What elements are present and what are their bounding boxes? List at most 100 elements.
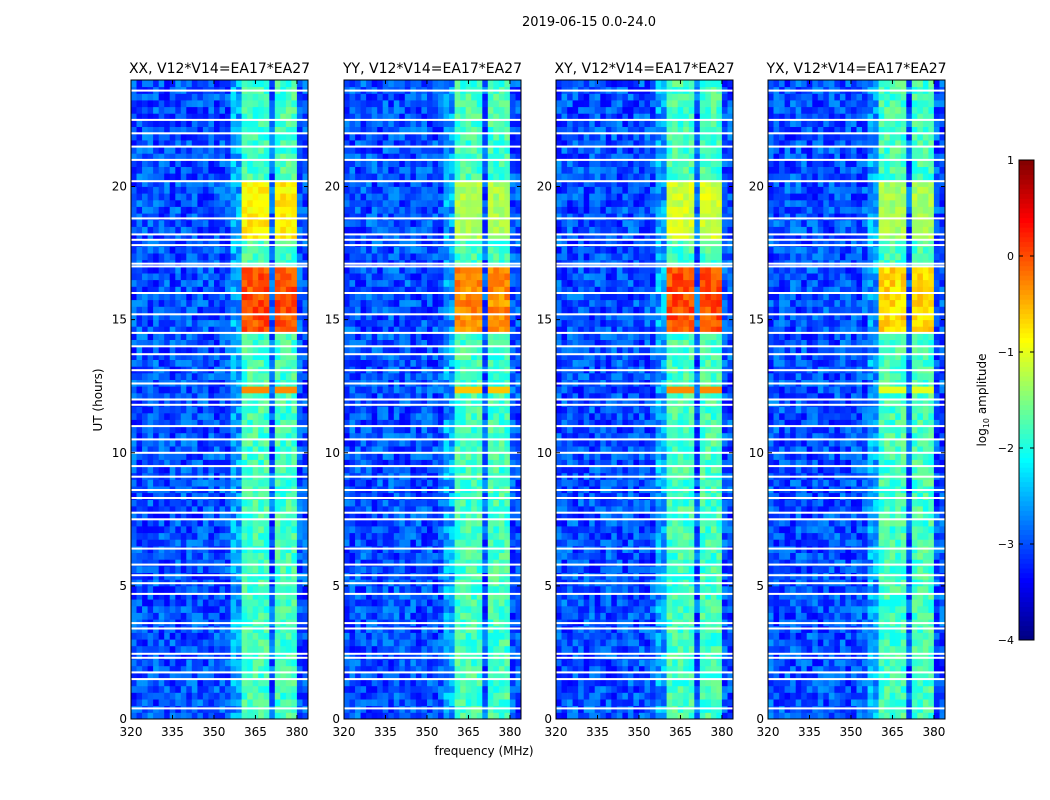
heatmap-cell [225, 426, 231, 434]
heatmap-cell [258, 406, 265, 414]
heatmap-cell [186, 492, 193, 500]
heatmap-cell [355, 432, 361, 440]
heatmap-cell [252, 432, 259, 440]
heatmap-cell [399, 526, 406, 534]
heatmap-cell [230, 93, 237, 101]
heatmap-cell [236, 412, 242, 420]
heatmap-cell [219, 652, 226, 660]
heatmap-cell [515, 399, 522, 407]
heatmap-cell [258, 326, 265, 334]
heatmap-cell [258, 479, 265, 487]
heatmap-cell [515, 559, 522, 567]
heatmap-cell [274, 246, 281, 254]
heatmap-cell [247, 552, 254, 560]
heatmap-cell [269, 226, 276, 234]
flagged-row [131, 622, 308, 625]
heatmap-cell [263, 432, 270, 440]
heatmap-cell [197, 279, 204, 287]
heatmap-cell [421, 386, 428, 394]
heatmap-cell [164, 605, 171, 613]
heatmap-cell [487, 439, 494, 447]
heatmap-cell [415, 439, 422, 447]
heatmap-cell [186, 226, 193, 234]
heatmap-cell [191, 386, 198, 394]
heatmap-cell [247, 519, 254, 527]
heatmap-cell [269, 679, 276, 687]
heatmap-cell [136, 552, 143, 560]
heatmap-cell [191, 166, 198, 174]
heatmap-cell [197, 552, 204, 560]
heatmap-cell [493, 452, 500, 460]
heatmap-cell [252, 412, 259, 420]
heatmap-cell [158, 206, 165, 214]
heatmap-cell [252, 193, 259, 201]
heatmap-cell [415, 659, 422, 667]
heatmap-cell [371, 412, 378, 420]
heatmap-cell [214, 233, 220, 241]
heatmap-cell [236, 632, 242, 640]
heatmap-cell [153, 492, 159, 500]
heatmap-cell [302, 286, 309, 294]
heatmap-cell [191, 479, 198, 487]
heatmap-cell [274, 559, 281, 567]
heatmap-cell [252, 605, 259, 613]
heatmap-cell [399, 466, 406, 474]
heatmap-cell [476, 359, 483, 367]
heatmap-cell [136, 119, 143, 127]
heatmap-cell [202, 313, 209, 321]
heatmap-cell [225, 665, 231, 673]
heatmap-cell [269, 712, 276, 720]
heatmap-cell [197, 466, 204, 474]
heatmap-cell [355, 672, 361, 680]
heatmap-cell [404, 659, 411, 667]
heatmap-cell [197, 153, 204, 161]
heatmap-cell [349, 599, 356, 607]
heatmap-cell [482, 506, 489, 514]
heatmap-cell [487, 652, 494, 660]
heatmap-cell [197, 639, 204, 647]
heatmap-cell [158, 399, 165, 407]
heatmap-cell [136, 565, 143, 573]
heatmap-cell [202, 452, 209, 460]
heatmap-cell [471, 552, 478, 560]
heatmap-cell [191, 492, 198, 500]
heatmap-cell [471, 446, 478, 454]
heatmap-cell [153, 699, 159, 707]
heatmap-cell [164, 266, 171, 274]
heatmap-cell [515, 665, 522, 673]
heatmap-cell [421, 339, 428, 347]
heatmap-cell [443, 605, 450, 613]
heatmap-cell [225, 652, 231, 660]
heatmap-cell [208, 685, 215, 693]
heatmap-cell [186, 432, 193, 440]
heatmap-cell [274, 526, 281, 534]
heatmap-cell [493, 406, 500, 414]
heatmap-cell [382, 439, 389, 447]
heatmap-cell [247, 80, 254, 88]
heatmap-cell [214, 406, 220, 414]
heatmap-cell [252, 639, 259, 647]
heatmap-cell [208, 699, 215, 707]
heatmap-cell [493, 399, 500, 407]
heatmap-cell [366, 412, 372, 420]
heatmap-cell [208, 479, 215, 487]
heatmap-cell [180, 193, 187, 201]
heatmap-cell [186, 159, 193, 167]
heatmap-cell [415, 679, 422, 687]
heatmap-cell [280, 173, 287, 181]
heatmap-cell [158, 512, 165, 520]
heatmap-cell [258, 426, 265, 434]
heatmap-cell [296, 273, 303, 281]
heatmap-cell [443, 699, 450, 707]
heatmap-cell [285, 159, 292, 167]
heatmap-cell [285, 266, 292, 274]
heatmap-cell [274, 346, 281, 354]
heatmap-cell [274, 126, 281, 134]
heatmap-cell [410, 386, 417, 394]
heatmap-cell [191, 712, 198, 720]
heatmap-cell [131, 386, 137, 394]
heatmap-cell [460, 499, 467, 507]
heatmap-cell [225, 692, 231, 700]
heatmap-cell [377, 605, 384, 613]
heatmap-cell [202, 339, 209, 347]
